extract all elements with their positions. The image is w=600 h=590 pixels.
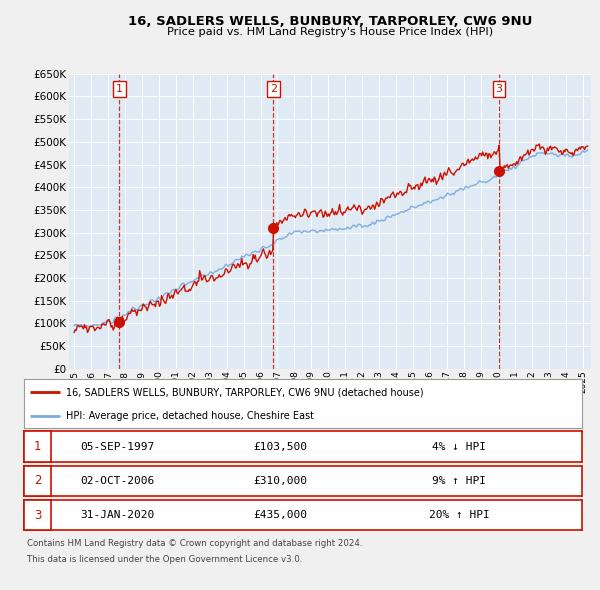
Text: 31-JAN-2020: 31-JAN-2020 [80,510,154,520]
Text: 2: 2 [34,474,41,487]
Text: 1: 1 [116,84,123,94]
Text: 4% ↓ HPI: 4% ↓ HPI [432,442,486,451]
Text: 20% ↑ HPI: 20% ↑ HPI [429,510,490,520]
Text: Price paid vs. HM Land Registry's House Price Index (HPI): Price paid vs. HM Land Registry's House … [167,27,493,37]
Text: HPI: Average price, detached house, Cheshire East: HPI: Average price, detached house, Ches… [66,411,314,421]
Text: 2: 2 [269,84,277,94]
Text: 05-SEP-1997: 05-SEP-1997 [80,442,154,451]
Text: 16, SADLERS WELLS, BUNBURY, TARPORLEY, CW6 9NU (detached house): 16, SADLERS WELLS, BUNBURY, TARPORLEY, C… [66,388,424,398]
Text: £310,000: £310,000 [254,476,308,486]
Text: 3: 3 [496,84,503,94]
Text: Contains HM Land Registry data © Crown copyright and database right 2024.: Contains HM Land Registry data © Crown c… [27,539,362,548]
Text: £103,500: £103,500 [254,442,308,451]
Text: 1: 1 [34,440,41,453]
Text: 16, SADLERS WELLS, BUNBURY, TARPORLEY, CW6 9NU: 16, SADLERS WELLS, BUNBURY, TARPORLEY, C… [128,15,532,28]
Text: 3: 3 [34,509,41,522]
Text: £435,000: £435,000 [254,510,308,520]
Text: This data is licensed under the Open Government Licence v3.0.: This data is licensed under the Open Gov… [27,555,302,563]
Text: 9% ↑ HPI: 9% ↑ HPI [432,476,486,486]
Text: 02-OCT-2006: 02-OCT-2006 [80,476,154,486]
